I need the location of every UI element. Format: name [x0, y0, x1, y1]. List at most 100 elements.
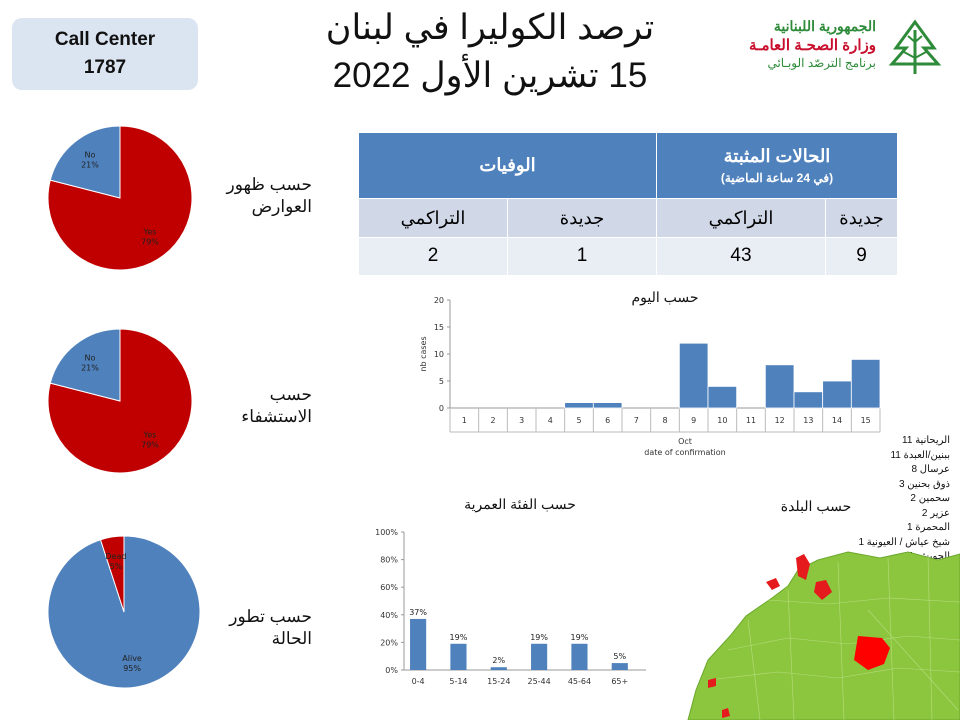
age-bar: [490, 667, 507, 670]
x-tick-label: 15: [861, 416, 871, 425]
x-tick-label: 4: [548, 416, 553, 425]
pie-value-label: 21%: [81, 363, 99, 372]
y-tick-label: 100%: [375, 528, 398, 537]
y-tick-label: 0: [439, 404, 444, 413]
y-tick-label: 15: [434, 323, 444, 332]
age-bar: [611, 663, 628, 670]
pie-value-label: 79%: [141, 238, 159, 247]
x-tick-label: 2: [490, 416, 495, 425]
x-tick-label: 10: [717, 416, 727, 425]
confirmed-header: الحالات المثبتة (في 24 ساعة الماضية): [656, 131, 898, 200]
x-tick-label: 14: [832, 416, 842, 425]
call-center-label: Call Center: [54, 29, 156, 50]
cedar-icon: [888, 19, 942, 74]
logo-republic: الجمهورية اللبنانية: [773, 18, 876, 34]
y-tick-label: 20%: [380, 638, 398, 647]
x-axis-month: Oct: [678, 437, 692, 446]
pie-label: No: [85, 353, 96, 362]
y-tick-label: 20: [434, 296, 444, 305]
town-chart-title: حسب البلدة: [780, 498, 852, 514]
pie-slice-dead: [99, 535, 125, 613]
day-bar: [678, 342, 709, 409]
age-bar-value-label: 19%: [571, 633, 589, 642]
x-tick-label: 8: [662, 416, 667, 425]
town-item: ذوق بحنين 3: [898, 478, 950, 490]
town-item: سحمين 2: [910, 493, 950, 504]
age-bar-value-label: 5%: [613, 652, 626, 661]
confirmed-cumulative-value: 43: [656, 236, 826, 277]
confirmed-cumulative-header: التراكمي: [656, 198, 826, 238]
pie-value-label: 5%: [110, 562, 123, 571]
age-bar-value-label: 19%: [530, 633, 548, 642]
y-tick-label: 40%: [380, 611, 398, 620]
outcome-label: حسب تطور الحالة: [229, 607, 312, 648]
town-item: ببنين/العبدة 11: [890, 449, 950, 461]
x-tick-label: 11: [746, 416, 756, 425]
y-tick-label: 60%: [380, 583, 398, 592]
day-bar: [850, 359, 881, 409]
age-bar-value-label: 19%: [450, 633, 468, 642]
age-bar: [571, 643, 588, 670]
hospital-label: حسب الاستشفاء: [241, 385, 312, 426]
day-chart-title: حسب اليوم: [631, 289, 699, 305]
pie-slice-no: [49, 328, 121, 402]
pie-label: Yes: [143, 228, 157, 237]
age-bar-value-label: 37%: [409, 608, 427, 617]
logo-ministry: وزارة الصحـة العامـة: [749, 37, 876, 54]
pie-label: No: [85, 150, 96, 159]
pie-value-label: 79%: [141, 441, 159, 450]
x-tick-label: 12: [775, 416, 785, 425]
x-tick-label: 45-64: [568, 677, 591, 686]
day-bar: [822, 380, 852, 409]
x-tick-label: 5-14: [449, 677, 467, 686]
x-tick-label: 65+: [611, 677, 628, 686]
town-item: عزير 2: [921, 507, 950, 519]
town-item: المحمرة 1: [907, 522, 950, 533]
symptoms-label: حسب ظهور العوارض: [226, 175, 312, 216]
deaths-new-header: جديدة: [507, 198, 657, 238]
deaths-cumulative-header: التراكمي: [358, 198, 508, 238]
x-tick-label: 9: [691, 416, 696, 425]
confirmed-new-header: جديدة: [825, 198, 898, 238]
x-tick-label: 7: [634, 416, 639, 425]
pie-value-label: 95%: [123, 664, 141, 673]
day-bar: [592, 402, 623, 409]
pie-label: Dead: [105, 552, 126, 561]
y-tick-label: 0%: [385, 666, 398, 675]
pie-label: Alive: [122, 654, 142, 663]
x-axis-label: date of confirmation: [644, 448, 725, 457]
deaths-new-value: 1: [507, 236, 657, 277]
pie-value-label: 21%: [81, 160, 99, 169]
day-bar: [564, 402, 594, 409]
x-tick-label: 1: [462, 416, 467, 425]
x-tick-label: 25-44: [527, 677, 550, 686]
x-tick-label: 6: [605, 416, 610, 425]
town-item: عرسال 8: [911, 464, 950, 475]
age-bar: [531, 643, 548, 670]
logo-program: برنامج الترصّد الوبـائي: [767, 56, 876, 70]
call-center-number: 1787: [83, 57, 127, 78]
confirmed-subheader: (في 24 ساعة الماضية): [720, 171, 834, 186]
town-item: الريحانية 11: [902, 435, 950, 446]
deaths-header: الوفيات: [358, 131, 657, 200]
confirmed-new-value: 9: [825, 236, 898, 277]
deaths-cumulative-value: 2: [358, 236, 508, 277]
title-line2: 15 تشرين الأول 2022: [332, 56, 648, 95]
pie-label: Yes: [143, 431, 157, 440]
age-bar: [450, 643, 467, 670]
x-tick-label: 5: [576, 416, 581, 425]
age-group-chart: 0% 20% 40% 60% 80% 100% 37% 0-4 19% 5-14 2% 15-24 19…: [375, 528, 646, 686]
lebanon-map: [687, 551, 960, 720]
age-bar: [410, 618, 427, 670]
day-bar: [707, 386, 738, 409]
y-tick-label: 80%: [380, 556, 398, 565]
x-tick-label: 15-24: [487, 677, 510, 686]
x-tick-label: 0-4: [412, 677, 425, 686]
age-chart-title: حسب الفئة العمرية: [464, 496, 576, 512]
page-title: ترصد الكوليرا في لبنان 15 تشرين الأول 20…: [300, 4, 680, 100]
y-axis-label: nb cases: [419, 336, 428, 371]
